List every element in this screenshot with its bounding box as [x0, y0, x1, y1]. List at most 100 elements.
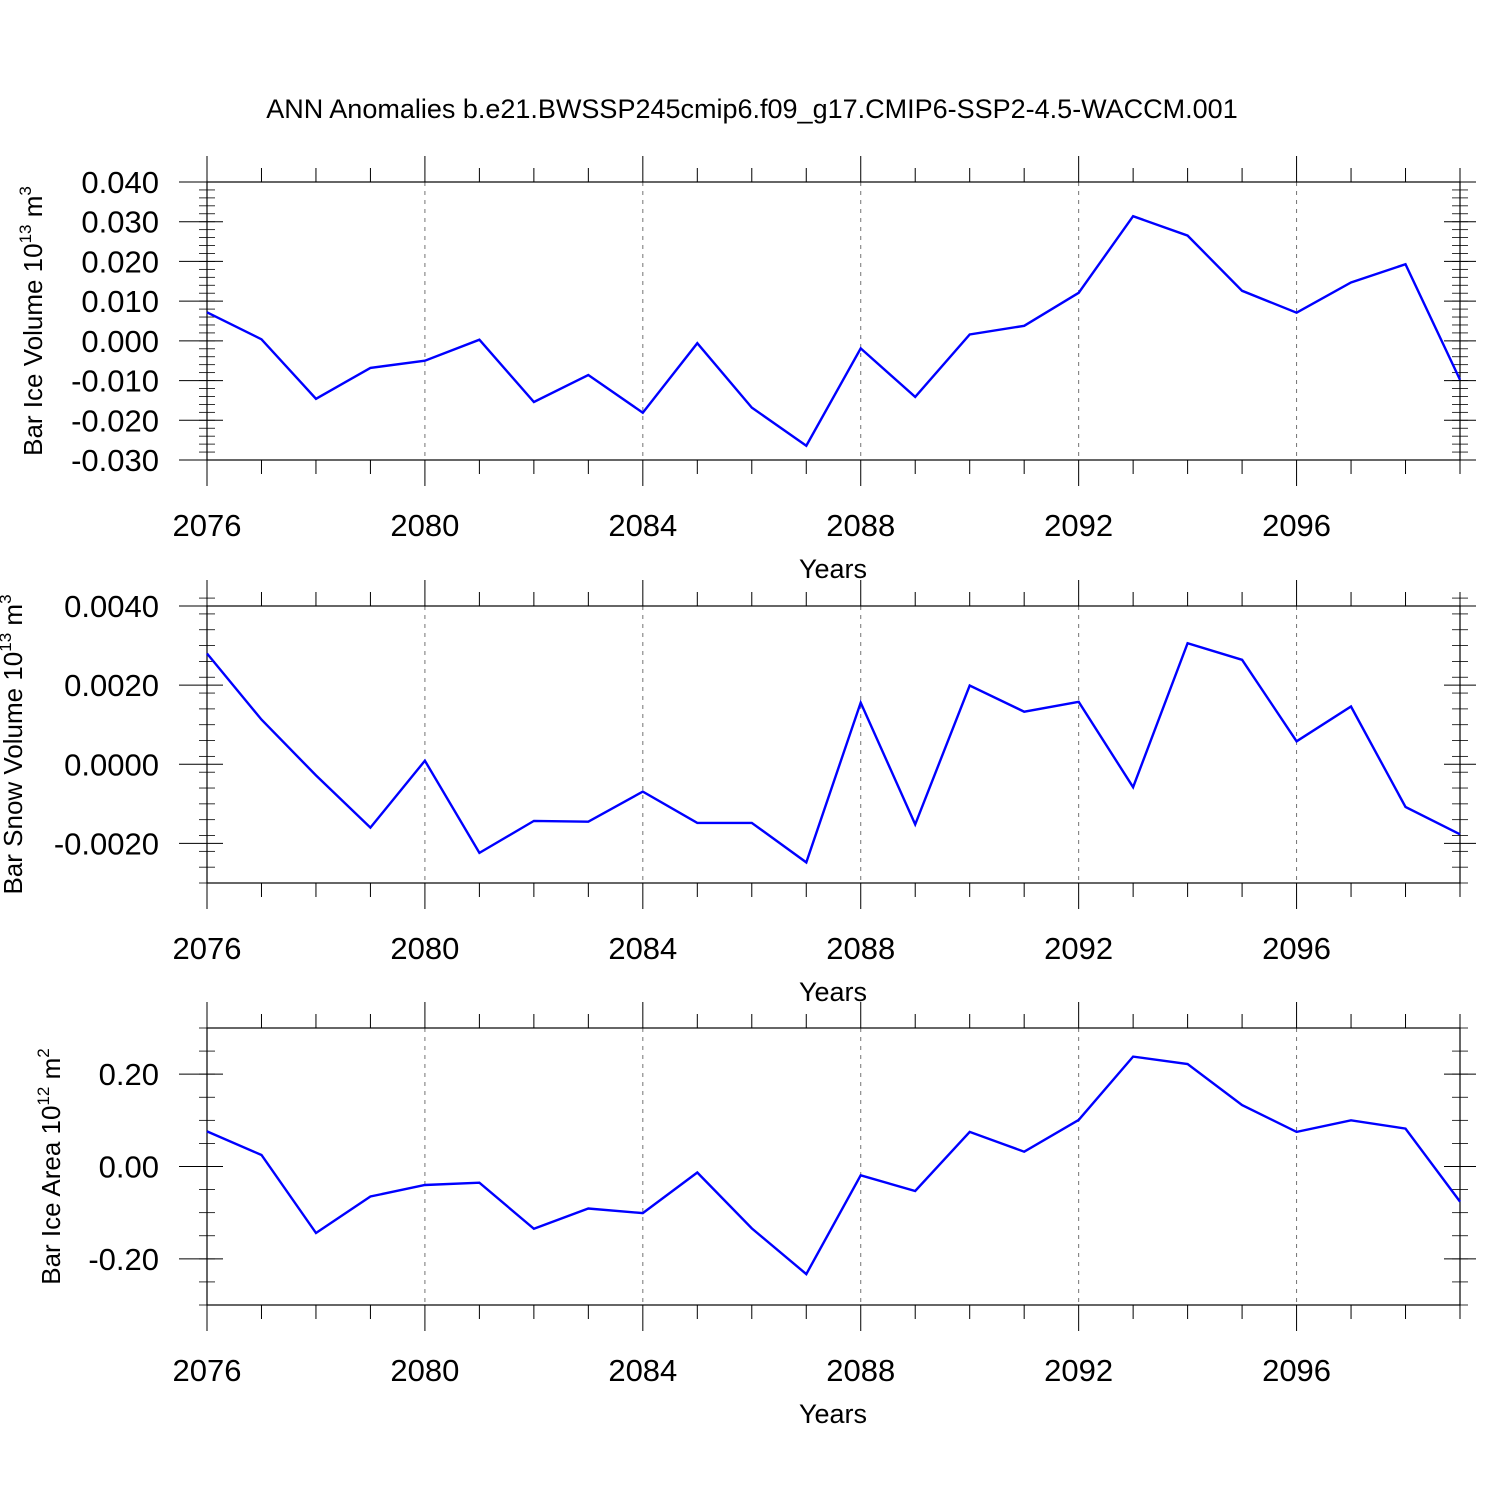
data-point [1350, 705, 1352, 707]
data-point [1295, 1131, 1297, 1133]
x-tick-label: 2088 [826, 508, 895, 543]
data-point [369, 1195, 371, 1197]
y-label-text: m [0, 604, 28, 633]
data-point [642, 1212, 644, 1214]
data-point [260, 1154, 262, 1156]
y-label-superscript: 13 [0, 633, 15, 652]
data-series-line [206, 641, 1461, 865]
y-tick-label: 0.00 [99, 1150, 159, 1185]
data-point [1241, 290, 1243, 292]
data-point [1295, 740, 1297, 742]
data-point [1459, 833, 1461, 835]
x-axis-label: Years [799, 554, 867, 584]
plot-frame [206, 1027, 1461, 1306]
y-tick-label: 0.040 [81, 165, 159, 200]
y-tick-label: -0.030 [71, 443, 159, 478]
data-point [914, 1190, 916, 1192]
y-tick-label: 0.020 [81, 244, 159, 279]
data-point [1459, 379, 1461, 381]
x-tick-label: 2080 [390, 931, 459, 966]
data-point [1404, 263, 1406, 265]
y-tick-label: 0.0000 [64, 747, 159, 782]
ice-volume-panel: 0.040 0.030 0.020 0.010 0.000 -0.010 -0.020 -0.… [16, 156, 1476, 584]
x-axis-label: Years [799, 977, 867, 1007]
snow-volume-panel: 0.0040 0.0020 0.0000 -0.0020 2076 2080 2084 208… [0, 580, 1476, 1007]
figure-title: ANN Anomalies b.e21.BWSSP245cmip6.f09_g1… [266, 94, 1237, 124]
data-point [1404, 806, 1406, 808]
y-label-text: Bar Snow Volume 10 [0, 652, 28, 895]
y-tick-label: -0.010 [71, 364, 159, 399]
x-axis-label: Years [799, 1399, 867, 1429]
data-point [1023, 325, 1025, 327]
y-tick-label: 0.030 [81, 205, 159, 240]
data-point [860, 701, 862, 703]
data-point [914, 823, 916, 825]
data-point [587, 374, 589, 376]
x-tick-label: 2076 [173, 508, 242, 543]
data-point [424, 1184, 426, 1186]
data-point [1023, 710, 1025, 712]
data-point [914, 396, 916, 398]
data-point [696, 822, 698, 824]
data-point [315, 398, 317, 400]
data-point [1186, 1063, 1188, 1065]
y-tick-label: -0.020 [71, 403, 159, 438]
data-point [1077, 292, 1079, 294]
data-point [805, 861, 807, 863]
data-point [968, 333, 970, 335]
data-point [1241, 659, 1243, 661]
data-point [751, 1227, 753, 1229]
data-point [533, 820, 535, 822]
data-point [1186, 234, 1188, 236]
x-tick-label: 2080 [390, 1353, 459, 1388]
y-label-superscript: 13 [16, 224, 35, 243]
data-series-line [206, 214, 1462, 448]
data-point [587, 820, 589, 822]
y-label-superscript: 2 [34, 1048, 53, 1057]
x-tick-label: 2076 [173, 1353, 242, 1388]
y-tick-label: 0.000 [81, 324, 159, 359]
data-point [206, 652, 208, 654]
data-point [1186, 642, 1188, 644]
data-point [968, 1131, 970, 1133]
data-point [1132, 1055, 1134, 1057]
y-tick-label: 0.0020 [64, 668, 159, 703]
x-tick-label: 2096 [1262, 931, 1331, 966]
y-tick-label: -0.0020 [54, 826, 159, 861]
y-label-superscript: 3 [0, 594, 15, 603]
data-series-line [206, 1055, 1461, 1276]
data-point [1241, 1104, 1243, 1106]
y-label-text: Bar Ice Area 10 [36, 1106, 66, 1285]
data-point [805, 445, 807, 447]
data-point [1295, 311, 1297, 313]
data-point [478, 338, 480, 340]
data-point [424, 760, 426, 762]
y-tick-label: -0.20 [88, 1242, 159, 1277]
x-tick-label: 2096 [1262, 1353, 1331, 1388]
data-point [315, 774, 317, 776]
data-point [1350, 281, 1352, 283]
data-point [1077, 701, 1079, 703]
y-label-text: m [18, 196, 48, 225]
data-point [805, 1273, 807, 1275]
data-point [369, 367, 371, 369]
data-point [206, 311, 208, 313]
data-point [1132, 215, 1134, 217]
data-point [206, 1130, 208, 1132]
data-point [1459, 1200, 1461, 1202]
data-point [315, 1232, 317, 1234]
plot-frame [206, 605, 1461, 884]
y-tick-label: 0.0040 [64, 589, 159, 624]
y-label-text: m [36, 1058, 66, 1087]
data-point [478, 1181, 480, 1183]
y-tick-label: 0.20 [99, 1057, 159, 1092]
x-tick-label: 2080 [390, 508, 459, 543]
data-point [533, 401, 535, 403]
data-point [642, 412, 644, 414]
y-label-text: Bar Ice Volume 10 [18, 243, 48, 455]
x-tick-label: 2084 [608, 1353, 677, 1388]
data-point [696, 342, 698, 344]
data-point [1077, 1119, 1079, 1121]
data-point [1023, 1151, 1025, 1153]
